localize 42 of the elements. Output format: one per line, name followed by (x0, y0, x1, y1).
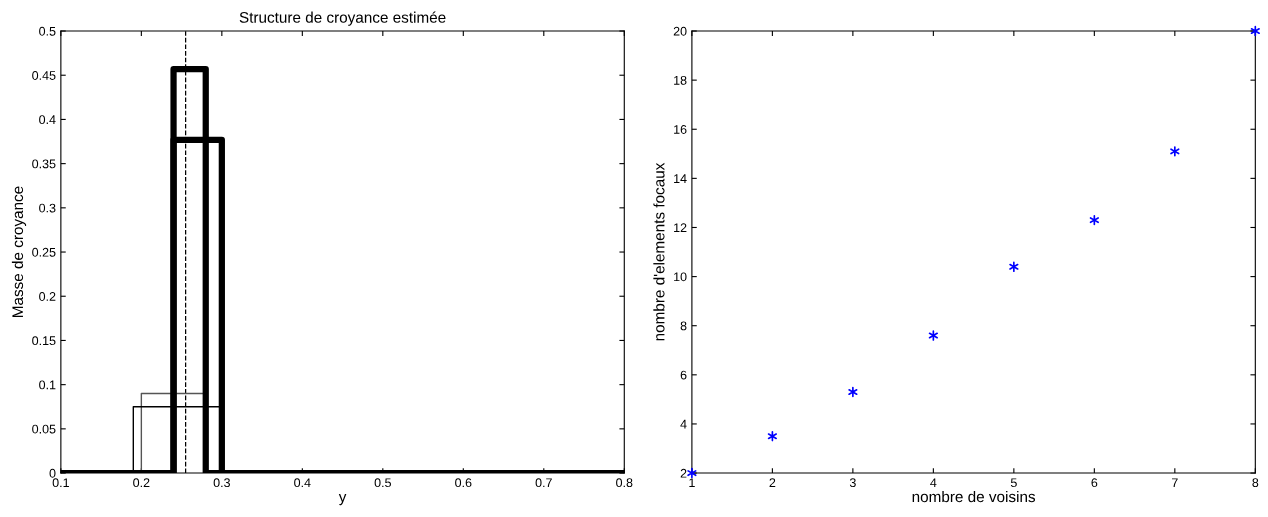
x-tick-label: 6 (1091, 478, 1098, 488)
x-tick-label: 0.3 (213, 478, 230, 488)
x-tick-label: 7 (1172, 478, 1178, 487)
y-tick-label: 8 (680, 321, 687, 331)
x-axis-title: nombre de voisins (912, 490, 1036, 503)
x-tick-label: 0.1 (52, 478, 69, 488)
y-tick-label: 4 (680, 419, 687, 429)
y-tick-label: 0 (49, 468, 56, 478)
y-tick-label: 0.35 (32, 159, 56, 169)
y-tick-label: 20 (673, 26, 687, 36)
y-tick-label: 0.1 (39, 380, 56, 390)
y-axis-title: Masse de croyance (11, 186, 27, 318)
y-tick-label: 0.2 (39, 292, 56, 301)
x-tick-label: 2 (769, 478, 776, 487)
x-tick-label: 3 (849, 478, 856, 488)
y-tick-label: 18 (674, 75, 687, 85)
y-tick-label: 0.3 (39, 203, 56, 213)
x-tick-label: 1 (689, 478, 695, 487)
y-tick-label: 0.05 (32, 424, 56, 434)
x-tick-label: 4 (930, 478, 937, 487)
y-tick-label: 14 (674, 174, 687, 183)
y-tick-label: 2 (680, 468, 687, 478)
y-tick-label: 0.4 (39, 115, 56, 125)
y-tick-label: 0.45 (32, 71, 56, 80)
x-tick-label: 0.5 (374, 478, 391, 488)
chart-title: Structure de croyance estimée (239, 11, 446, 26)
y-tick-label: 0.25 (32, 247, 56, 257)
x-tick-label: 0.7 (535, 478, 552, 488)
x-tick-label: 0.6 (455, 478, 472, 488)
y-tick-label: 6 (680, 370, 687, 380)
y-axis-title: nombre d'elements focaux (653, 162, 665, 341)
y-tick-label: 10 (674, 272, 687, 282)
x-tick-label: 5 (1010, 478, 1017, 488)
x-tick-label: 0.8 (616, 478, 633, 488)
x-axis-title: y (338, 493, 347, 506)
y-tick-label: 12 (674, 223, 687, 233)
y-tick-label: 0.5 (39, 26, 56, 36)
x-tick-label: 8 (1252, 478, 1259, 488)
y-tick-label: 16 (674, 125, 687, 134)
y-tick-label: 0.15 (32, 336, 56, 346)
x-tick-label: 0.4 (294, 478, 311, 488)
x-tick-label: 0.2 (133, 478, 150, 488)
